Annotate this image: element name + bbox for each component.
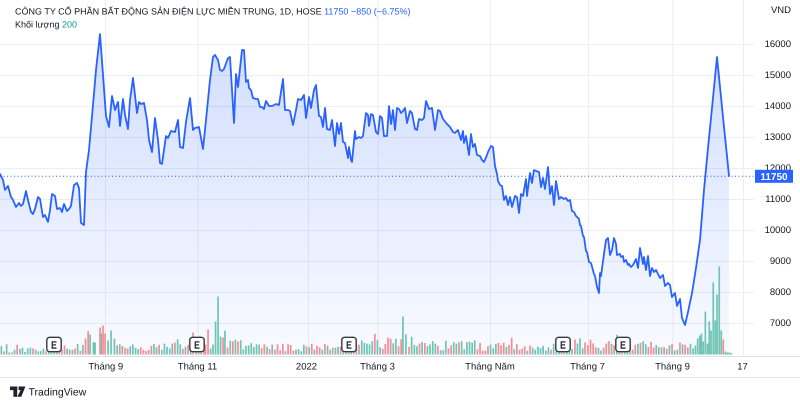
svg-text:13000: 13000 bbox=[765, 132, 791, 143]
svg-text:Tháng Năm: Tháng Năm bbox=[465, 362, 515, 373]
svg-text:Tháng 11: Tháng 11 bbox=[178, 362, 217, 373]
svg-text:Tháng 3: Tháng 3 bbox=[360, 362, 395, 373]
svg-text:Tháng 7: Tháng 7 bbox=[570, 362, 605, 373]
svg-text:11000: 11000 bbox=[765, 194, 791, 205]
svg-text:7000: 7000 bbox=[770, 318, 791, 329]
svg-text:2022: 2022 bbox=[296, 362, 317, 373]
svg-text:9000: 9000 bbox=[770, 256, 791, 267]
svg-text:14000: 14000 bbox=[765, 101, 791, 112]
svg-text:VND: VND bbox=[771, 5, 791, 16]
svg-text:17: 17 bbox=[737, 362, 748, 373]
svg-text:15000: 15000 bbox=[765, 70, 791, 81]
svg-text:TradingView: TradingView bbox=[29, 387, 87, 399]
svg-text:8000: 8000 bbox=[770, 287, 791, 298]
svg-text:12000: 12000 bbox=[765, 163, 791, 174]
svg-text:10000: 10000 bbox=[765, 225, 791, 236]
svg-text:11750: 11750 bbox=[760, 172, 788, 183]
svg-text:Tháng 9: Tháng 9 bbox=[655, 362, 690, 373]
svg-text:Tháng 9: Tháng 9 bbox=[88, 362, 123, 373]
svg-text:Khối lượng 200: Khối lượng 200 bbox=[15, 20, 77, 30]
svg-text:CÔNG TY CỔ PHẦN BẤT ĐỘNG SẢN Đ: CÔNG TY CỔ PHẦN BẤT ĐỘNG SẢN ĐIỆN LỰC MI… bbox=[15, 6, 410, 17]
svg-text:16000: 16000 bbox=[765, 39, 791, 50]
